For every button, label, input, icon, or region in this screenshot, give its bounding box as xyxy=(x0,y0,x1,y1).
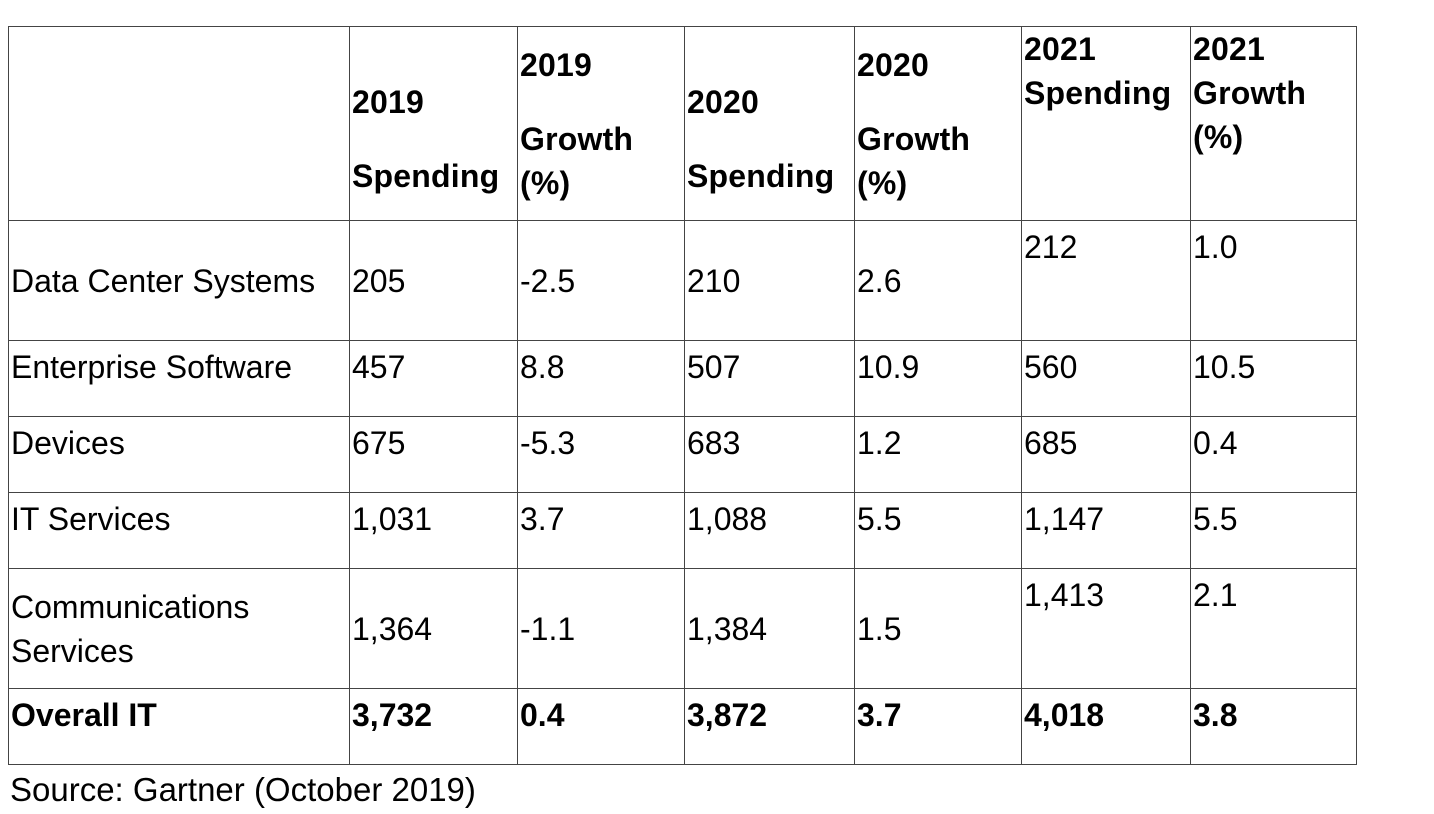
header-label: Spending xyxy=(1024,75,1172,111)
header-year: 2020 xyxy=(687,83,759,120)
cell-2021-growth: 3.8 xyxy=(1190,688,1357,765)
cell-2019-growth: 3.7 xyxy=(517,492,685,569)
cell-2020-growth: 3.7 xyxy=(854,688,1022,765)
it-spending-table: 2019 Spending 2019 Growth (%) 2020 Spend… xyxy=(8,26,1357,765)
cell-2019-growth: 8.8 xyxy=(517,340,685,417)
header-row: 2019 Spending 2019 Growth (%) 2020 Spend… xyxy=(8,26,1357,221)
header-year: 2020 xyxy=(857,46,929,83)
header-year: 2019 xyxy=(520,46,592,83)
header-year: 2019 xyxy=(352,83,424,120)
header-2021-growth: 2021 Growth (%) xyxy=(1190,26,1357,221)
cell-2019-growth: 0.4 xyxy=(517,688,685,765)
cell-2019-growth: -5.3 xyxy=(517,416,685,493)
total-row: Overall IT 3,732 0.4 3,872 3.7 4,018 3.8 xyxy=(8,688,1357,765)
cell-2020-spending: 683 xyxy=(684,416,855,493)
header-segment xyxy=(8,26,350,221)
segment-label: Overall IT xyxy=(8,688,350,765)
segment-label: Communications Services xyxy=(8,568,350,689)
segment-label: Data Center Systems xyxy=(8,220,350,341)
cell-2021-growth: 1.0 xyxy=(1190,220,1357,341)
header-label: Growth (%) xyxy=(520,120,634,201)
table-row: Devices 675 -5.3 683 1.2 685 0.4 xyxy=(8,416,1357,493)
table-row: IT Services 1,031 3.7 1,088 5.5 1,147 5.… xyxy=(8,492,1357,569)
cell-2019-spending: 1,364 xyxy=(349,568,518,689)
source-caption: Source: Gartner (October 2019) xyxy=(10,771,476,808)
segment-label: Devices xyxy=(8,416,350,493)
segment-label: IT Services xyxy=(8,492,350,569)
header-2020-growth: 2020 Growth (%) xyxy=(854,26,1022,221)
header-2019-growth: 2019 Growth (%) xyxy=(517,26,685,221)
cell-2021-spending: 1,147 xyxy=(1021,492,1191,569)
cell-2021-spending: 685 xyxy=(1021,416,1191,493)
cell-2020-growth: 2.6 xyxy=(854,220,1022,341)
header-2019-spending: 2019 Spending xyxy=(349,26,518,221)
header-2020-spending: 2020 Spending xyxy=(684,26,855,221)
cell-2019-spending: 457 xyxy=(349,340,518,417)
cell-2020-growth: 10.9 xyxy=(854,340,1022,417)
header-label: Spending xyxy=(687,157,835,194)
cell-2021-spending: 212 xyxy=(1021,220,1191,341)
header-year: 2021 xyxy=(1024,31,1096,67)
header-year: 2021 xyxy=(1193,31,1265,67)
table-row: Communications Services 1,364 -1.1 1,384… xyxy=(8,568,1357,689)
header-label: Spending xyxy=(352,157,500,194)
header-label: Growth (%) xyxy=(857,120,971,201)
cell-2019-spending: 205 xyxy=(349,220,518,341)
cell-2019-spending: 675 xyxy=(349,416,518,493)
cell-2019-growth: -1.1 xyxy=(517,568,685,689)
cell-2021-spending: 1,413 xyxy=(1021,568,1191,689)
cell-2021-spending: 4,018 xyxy=(1021,688,1191,765)
cell-2020-spending: 507 xyxy=(684,340,855,417)
cell-2021-spending: 560 xyxy=(1021,340,1191,417)
segment-label: Enterprise Software xyxy=(8,340,350,417)
cell-2021-growth: 10.5 xyxy=(1190,340,1357,417)
table-row: Enterprise Software 457 8.8 507 10.9 560… xyxy=(8,340,1357,417)
cell-2020-spending: 210 xyxy=(684,220,855,341)
cell-2021-growth: 2.1 xyxy=(1190,568,1357,689)
cell-2020-growth: 1.5 xyxy=(854,568,1022,689)
cell-2020-spending: 1,088 xyxy=(684,492,855,569)
header-2021-spending: 2021 Spending xyxy=(1021,26,1191,221)
cell-2019-spending: 3,732 xyxy=(349,688,518,765)
cell-2020-growth: 5.5 xyxy=(854,492,1022,569)
cell-2019-growth: -2.5 xyxy=(517,220,685,341)
header-label: Growth (%) xyxy=(1193,75,1307,155)
cell-2021-growth: 5.5 xyxy=(1190,492,1357,569)
cell-2020-growth: 1.2 xyxy=(854,416,1022,493)
cell-2020-spending: 1,384 xyxy=(684,568,855,689)
cell-2021-growth: 0.4 xyxy=(1190,416,1357,493)
table-row: Data Center Systems 205 -2.5 210 2.6 212… xyxy=(8,220,1357,341)
cell-2020-spending: 3,872 xyxy=(684,688,855,765)
cell-2019-spending: 1,031 xyxy=(349,492,518,569)
